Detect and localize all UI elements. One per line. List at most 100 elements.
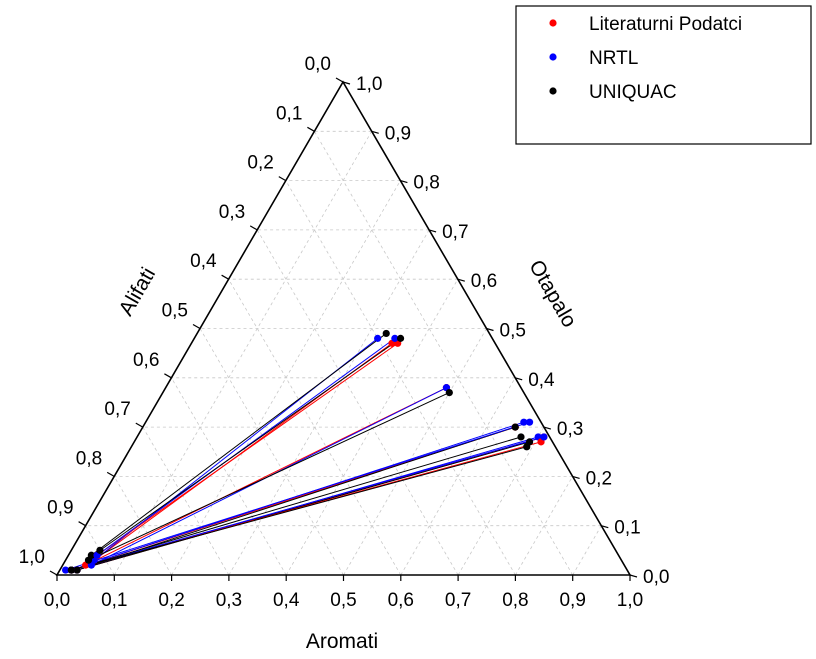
grid-line-aromati xyxy=(171,180,401,576)
extract-point xyxy=(396,334,405,342)
right-tick-mark xyxy=(543,426,552,430)
extract-point xyxy=(525,418,534,426)
left-tick-mark xyxy=(307,126,315,132)
bottom-tick-label: 0,1 xyxy=(101,590,127,611)
right-tick-mark xyxy=(428,229,437,233)
raffinate-point xyxy=(96,546,104,554)
legend: Literaturni Podatci NRTL UNIQUAC xyxy=(515,5,812,145)
bottom-tick-label: 0,3 xyxy=(216,590,242,611)
left-tick-mark xyxy=(164,373,172,379)
right-tick-mark xyxy=(486,327,494,332)
left-tick-mark xyxy=(335,77,344,83)
legend-marker xyxy=(549,19,557,27)
tie-line xyxy=(96,342,398,556)
grid-line-alifati xyxy=(142,426,230,576)
grid-line-aromati xyxy=(285,278,459,576)
legend-label: Literaturni Podatci xyxy=(589,14,742,35)
left-tick-label: 0,5 xyxy=(162,301,188,322)
left-tick-label: 0,8 xyxy=(76,448,102,469)
left-tick-mark xyxy=(249,225,258,231)
tie-line xyxy=(71,436,545,571)
triangle-frame xyxy=(55,80,632,576)
grid-line-alifati xyxy=(256,229,459,576)
left-tick-label: 0,4 xyxy=(190,251,217,272)
extract-point xyxy=(523,443,531,451)
legend-label: UNIQUAC xyxy=(589,82,677,103)
grid-line-aromati xyxy=(228,229,430,576)
tick-labels: 0,0 0,0 0,0 0,1 0,1 0,1 0,2 0,2 0,2 0,3 0,3 0,3 0,4 0… xyxy=(19,54,670,611)
right-tick-label: 0,4 xyxy=(528,370,555,391)
extract-point xyxy=(445,388,453,397)
right-tick-label: 0,3 xyxy=(557,419,583,440)
grid-line-aromati xyxy=(515,476,573,576)
left-tick-mark xyxy=(78,521,86,527)
grid xyxy=(85,130,602,576)
right-tick-label: 0,0 xyxy=(643,567,669,588)
left-tick-mark xyxy=(135,422,144,428)
bottom-tick-label: 0,5 xyxy=(330,590,356,611)
left-tick-mark xyxy=(106,471,115,477)
legend-marker xyxy=(549,87,557,95)
left-tick-label: 0,2 xyxy=(247,153,273,174)
bottom-tick-label: 1,0 xyxy=(617,590,643,611)
grid-line-aromati xyxy=(457,426,545,576)
right-tick-mark xyxy=(515,377,523,381)
right-tick-label: 0,1 xyxy=(614,518,640,539)
bottom-axis-title: Aromati xyxy=(306,630,378,653)
bottom-tick-label: 0,8 xyxy=(502,590,528,611)
left-tick-label: 0,9 xyxy=(47,498,73,519)
tie-line xyxy=(71,446,527,571)
extract-point xyxy=(520,418,528,426)
left-tick-label: 0,3 xyxy=(219,202,245,223)
bottom-tick-label: 0,6 xyxy=(388,590,414,611)
raffinate-point xyxy=(61,566,70,574)
left-tick-mark xyxy=(278,176,287,182)
right-tick-mark xyxy=(371,130,379,134)
grid-line-aromati xyxy=(343,328,487,576)
right-tick-label: 0,7 xyxy=(442,222,468,243)
tie-line xyxy=(88,392,450,561)
tie-lines xyxy=(65,333,545,571)
right-tick-label: 1,0 xyxy=(356,74,382,95)
triangle-outline xyxy=(55,80,632,576)
grid-line-alifati xyxy=(314,131,574,576)
right-tick-mark xyxy=(629,574,638,578)
right-tick-label: 0,6 xyxy=(471,271,497,292)
left-tick-label: 0,1 xyxy=(276,103,302,124)
extract-point xyxy=(540,433,548,441)
left-tick-label: 0,7 xyxy=(104,399,130,420)
grid-line-alifati xyxy=(171,377,287,576)
data-points xyxy=(61,329,548,574)
grid-line-aromati xyxy=(400,377,516,576)
left-tick-mark xyxy=(221,274,229,280)
left-tick-label: 0,6 xyxy=(133,350,159,371)
left-axis-title: Alifati xyxy=(115,264,161,320)
bottom-tick-label: 0,2 xyxy=(158,590,184,611)
legend-box xyxy=(515,5,812,145)
bottom-tick-label: 0,9 xyxy=(559,590,585,611)
extract-point xyxy=(511,423,519,431)
extract-point xyxy=(391,334,399,342)
right-tick-label: 0,2 xyxy=(586,468,612,489)
grid-line-aromati xyxy=(572,525,602,576)
right-tick-label: 0,9 xyxy=(385,123,411,144)
right-tick-mark xyxy=(342,81,351,85)
extract-point xyxy=(374,334,382,342)
legend-label: NRTL xyxy=(589,48,638,69)
grid-line-alifati xyxy=(113,476,172,576)
legend-marker xyxy=(549,53,557,61)
extract-point xyxy=(517,433,525,441)
left-tick-mark xyxy=(49,570,58,576)
grid-line-aromati xyxy=(113,131,373,576)
right-tick-mark xyxy=(572,475,580,479)
right-tick-mark xyxy=(457,278,465,282)
left-tick-label: 1,0 xyxy=(19,547,45,568)
left-tick-mark xyxy=(192,323,201,330)
right-tick-label: 0,8 xyxy=(413,173,439,194)
tie-line xyxy=(99,337,401,551)
right-axis-title: Otapalo xyxy=(524,256,581,331)
raffinate-point xyxy=(84,556,93,564)
right-tick-label: 0,5 xyxy=(500,321,526,342)
raffinate-point xyxy=(73,566,81,574)
